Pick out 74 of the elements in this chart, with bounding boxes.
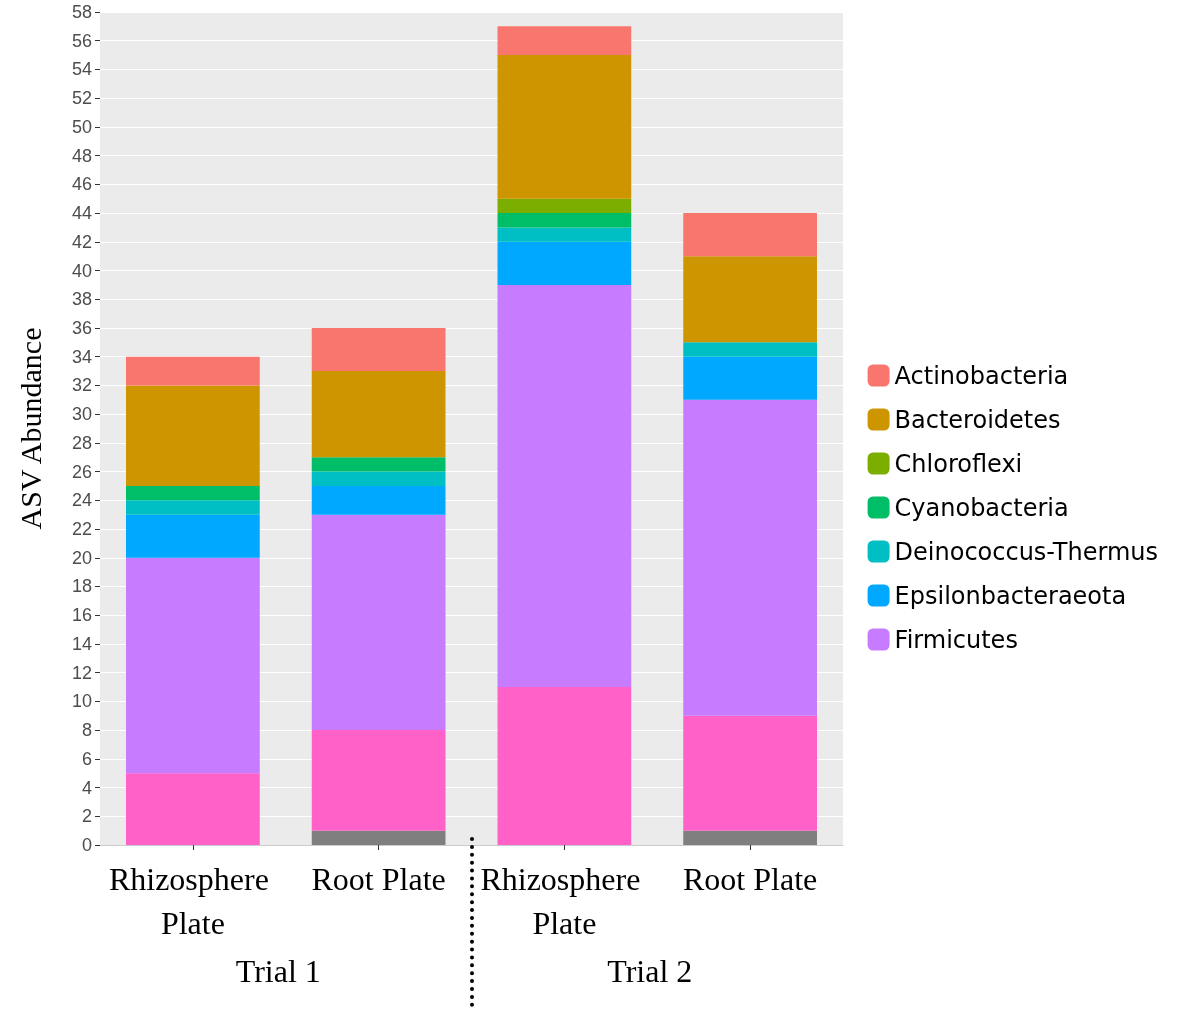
legend-label: Actinobacteria <box>894 361 1069 390</box>
y-tick-label: 0 <box>81 835 92 855</box>
y-tick-label: 56 <box>71 30 92 51</box>
y-tick-label: 2 <box>81 806 92 827</box>
bar <box>497 198 632 214</box>
bar <box>126 385 260 486</box>
bar <box>497 241 632 285</box>
y-tick-label: 32 <box>71 375 92 396</box>
legend-label: Cyanobacteria <box>894 493 1069 522</box>
bar <box>126 500 260 515</box>
bar <box>126 485 260 501</box>
y-tick-label: 50 <box>71 116 92 137</box>
y-tick-label: 42 <box>71 231 92 252</box>
y-tick-label: 58 <box>71 2 92 22</box>
y-tick-label: 36 <box>71 317 92 338</box>
y-tick-label: 54 <box>71 59 92 80</box>
legend-label: Deinococcus-Thermus <box>894 537 1159 566</box>
y-axis-title: ASV Abundance <box>13 327 47 530</box>
bar <box>683 356 817 400</box>
bar <box>683 399 817 716</box>
bar <box>683 715 817 831</box>
bar <box>126 773 260 845</box>
legend-label: Chloroflexi <box>894 449 1023 478</box>
y-tick-label: 20 <box>71 547 92 568</box>
y-tick-label: 40 <box>71 260 92 281</box>
y-tick-label: 38 <box>71 289 92 310</box>
bar <box>311 830 446 845</box>
y-tick-label: 28 <box>71 432 92 453</box>
y-tick-label: 48 <box>71 145 92 166</box>
x-tick-label: Root Plate <box>683 861 818 897</box>
y-tick-label: 46 <box>71 174 92 195</box>
y-tick-label: 22 <box>71 519 92 540</box>
bar <box>126 557 260 774</box>
legend-label: Epsilonbacteraeota <box>894 581 1127 610</box>
bar <box>311 457 446 472</box>
bar <box>497 284 632 688</box>
bar <box>311 327 446 372</box>
y-tick-label: 16 <box>71 605 92 626</box>
legend-label: Bacteroidetes <box>894 405 1061 434</box>
y-tick-label: 14 <box>71 633 92 654</box>
bar <box>126 514 260 558</box>
y-tick-label: 4 <box>81 777 92 798</box>
bar <box>311 371 446 458</box>
x-tick-label: Rhizosphere Plate <box>480 861 649 941</box>
y-tick-label: 18 <box>71 576 92 597</box>
bar <box>683 213 817 257</box>
y-tick-label: 30 <box>71 404 92 425</box>
bar <box>311 485 446 515</box>
bar <box>311 471 446 486</box>
bar <box>497 213 632 228</box>
x-tick-label: Rhizosphere Plate <box>108 861 277 941</box>
y-tick-label: 10 <box>71 691 92 712</box>
y-tick-label: 12 <box>71 662 92 683</box>
y-tick-label: 44 <box>71 203 92 224</box>
bar <box>497 687 632 845</box>
bar <box>497 26 632 56</box>
y-tick-label: 52 <box>71 88 92 109</box>
bar <box>126 356 260 386</box>
bar <box>497 55 632 199</box>
x-tick-label: Root Plate <box>311 861 446 897</box>
text: Trial 2 <box>607 953 693 989</box>
y-tick-label: 24 <box>71 490 92 511</box>
bar <box>311 730 446 831</box>
bar <box>683 342 817 357</box>
bar <box>497 227 632 242</box>
y-tick-label: 34 <box>71 346 92 367</box>
legend-label: Firmicutes <box>894 625 1018 654</box>
y-tick-label: 6 <box>81 748 92 769</box>
y-tick-label: 26 <box>71 461 92 482</box>
bar <box>683 256 817 343</box>
bar <box>683 830 817 845</box>
bar <box>311 514 446 731</box>
y-tick-label: 8 <box>81 720 92 741</box>
text: Trial 1 <box>235 953 321 989</box>
